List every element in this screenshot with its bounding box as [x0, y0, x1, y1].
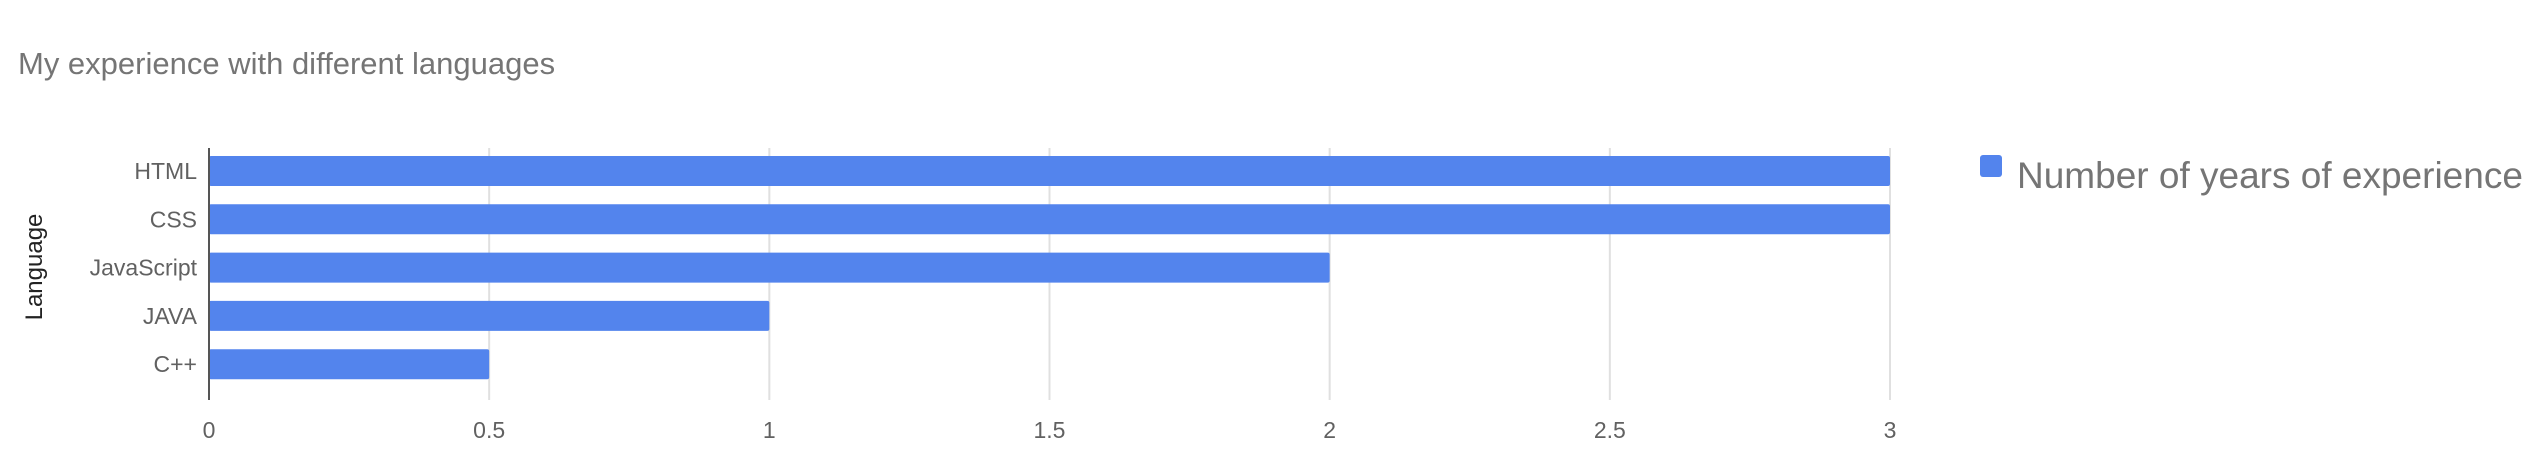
bar: [209, 204, 1890, 235]
legend: Number of years of experience: [1980, 155, 2523, 196]
bar: [209, 349, 490, 380]
x-tick-label: 1.5: [1034, 417, 1066, 443]
y-tick-labels: HTML CSS JavaScript JAVA C++: [90, 158, 198, 377]
bar: [209, 300, 770, 331]
x-tick-labels: 0 0.5 1 1.5 2 2.5 3: [203, 417, 1897, 443]
legend-label: Number of years of experience: [2017, 155, 2523, 196]
x-tick-label: 2: [1323, 417, 1336, 443]
x-tick-label: 3: [1884, 417, 1897, 443]
y-tick-label: HTML: [134, 158, 197, 184]
chart-title: My experience with different languages: [18, 46, 555, 81]
bar: [209, 156, 1890, 186]
bars: [209, 156, 1890, 380]
y-axis-label: Language: [21, 214, 48, 321]
y-tick-label: JAVA: [143, 303, 198, 329]
x-tick-label: 0.5: [473, 417, 505, 443]
y-tick-label: C++: [154, 351, 197, 377]
y-tick-label: CSS: [150, 206, 197, 232]
x-tick-label: 0: [203, 417, 216, 443]
x-tick-label: 2.5: [1594, 417, 1626, 443]
y-tick-label: JavaScript: [90, 255, 198, 281]
x-tick-label: 1: [763, 417, 776, 443]
bar: [209, 252, 1330, 283]
legend-swatch: [1980, 155, 2002, 177]
